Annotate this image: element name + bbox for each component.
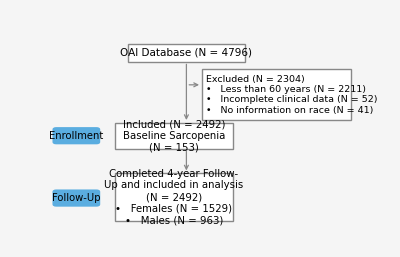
FancyBboxPatch shape: [52, 189, 100, 207]
Text: Completed 4-year Follow-
Up and included in analysis
(N = 2492)
•   Females (N =: Completed 4-year Follow- Up and included…: [104, 169, 244, 225]
FancyBboxPatch shape: [202, 69, 351, 120]
Text: Enrollment: Enrollment: [49, 131, 104, 141]
Text: OAI Database (N = 4796): OAI Database (N = 4796): [120, 48, 252, 58]
Text: Excluded (N = 2304)
•   Less than 60 years (N = 2211)
•   Incomplete clinical da: Excluded (N = 2304) • Less than 60 years…: [206, 75, 377, 115]
Text: Follow-Up: Follow-Up: [52, 193, 101, 203]
Text: Included (N = 2492)
Baseline Sarcopenia
(N = 153): Included (N = 2492) Baseline Sarcopenia …: [123, 119, 225, 152]
FancyBboxPatch shape: [115, 123, 233, 149]
FancyBboxPatch shape: [52, 127, 100, 144]
FancyBboxPatch shape: [115, 173, 233, 221]
FancyBboxPatch shape: [128, 44, 245, 61]
